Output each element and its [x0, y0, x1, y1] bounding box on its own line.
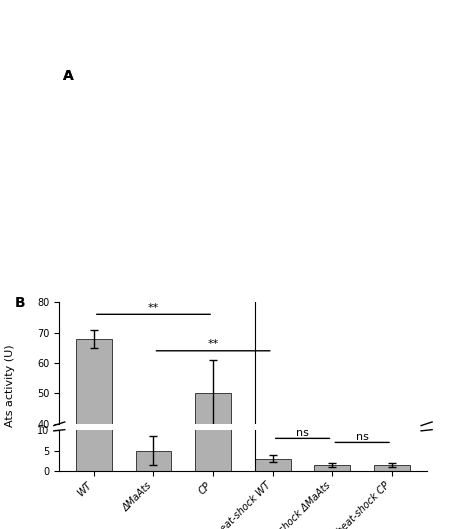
Text: ns: ns — [296, 427, 309, 437]
Bar — [76, 339, 112, 529]
Bar — [76, 195, 112, 471]
Text: A: A — [63, 69, 73, 83]
Bar — [136, 451, 172, 471]
Text: Ats activity (U): Ats activity (U) — [5, 345, 15, 427]
Bar — [195, 268, 231, 471]
Text: ns: ns — [356, 432, 369, 442]
Bar — [314, 465, 350, 471]
Text: B: B — [15, 296, 26, 310]
Bar — [255, 459, 291, 471]
Text: A: A — [63, 69, 73, 83]
Text: **: ** — [208, 339, 219, 349]
Text: **: ** — [148, 303, 159, 313]
Bar — [374, 465, 410, 471]
Bar — [195, 394, 231, 529]
